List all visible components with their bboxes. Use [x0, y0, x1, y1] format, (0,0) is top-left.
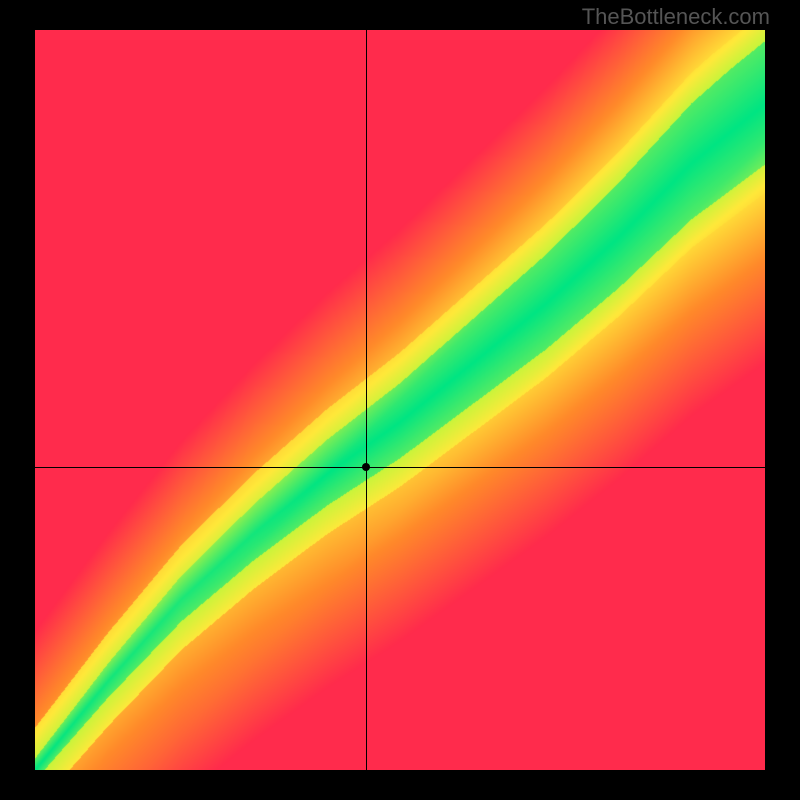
crosshair-marker-dot — [362, 463, 370, 471]
crosshair-horizontal — [35, 467, 765, 468]
bottleneck-heatmap-plot — [35, 30, 765, 770]
watermark-text: TheBottleneck.com — [582, 4, 770, 30]
crosshair-vertical — [366, 30, 367, 770]
heatmap-canvas — [35, 30, 765, 770]
